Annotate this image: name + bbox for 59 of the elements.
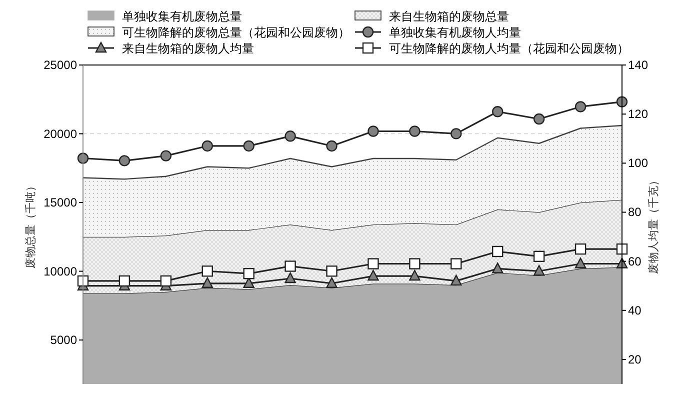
y-tick-label: 5000 xyxy=(50,333,78,347)
point xyxy=(533,265,545,276)
point xyxy=(243,140,254,152)
point xyxy=(409,258,420,270)
point xyxy=(450,128,462,140)
legend-item: 单独收集有机废物人均量 xyxy=(355,26,521,40)
point xyxy=(492,106,504,118)
y-tick-label: 15000 xyxy=(44,196,78,210)
point xyxy=(326,140,338,152)
legend-item: 可生物降解的废物总量（花园和公园废物） xyxy=(88,26,350,40)
point xyxy=(118,275,130,287)
y2-tick-label: 40 xyxy=(628,303,642,318)
point xyxy=(202,140,213,152)
y2-tick-label: 80 xyxy=(628,205,642,220)
y2-tick-label: 20 xyxy=(628,352,642,366)
y2-tick-label: 100 xyxy=(628,156,648,170)
point xyxy=(450,258,462,270)
point xyxy=(409,270,420,281)
point xyxy=(368,270,379,281)
y-tick-label: 20000 xyxy=(44,126,78,141)
legend-item: 来自生物箱的废物人均量 xyxy=(88,41,254,56)
y2-tick-label: 140 xyxy=(628,58,648,72)
point xyxy=(284,272,296,284)
point xyxy=(492,262,504,274)
y2-tick-label: 60 xyxy=(628,254,642,268)
legend-item: 单独收集有机废物总量 xyxy=(88,10,242,24)
point xyxy=(574,243,586,255)
legend-label: 来自生物箱的废物总量 xyxy=(389,10,509,24)
point xyxy=(533,113,545,125)
point xyxy=(533,250,545,262)
y-axis-title: 废物总量（千吨） xyxy=(24,180,37,268)
point xyxy=(326,277,338,288)
point xyxy=(368,258,379,270)
y2-axis-title: 废物人均量（千克） xyxy=(647,175,660,274)
legend-label: 单独收集有机废物人均量 xyxy=(389,26,521,40)
point xyxy=(160,150,172,162)
point xyxy=(616,258,628,268)
point xyxy=(202,277,213,288)
point xyxy=(574,101,586,112)
point xyxy=(160,275,172,287)
legend-label: 来自生物箱的废物人均量 xyxy=(122,42,254,56)
legend-item: 来自生物箱的废物总量 xyxy=(354,10,509,24)
point xyxy=(492,246,504,258)
point xyxy=(616,96,628,108)
legend-label: 单独收集有机废物总量 xyxy=(122,10,242,24)
point xyxy=(284,260,296,272)
point xyxy=(202,266,213,277)
legend-item: 可生物降解的废物人均量（花园和公园废物） xyxy=(355,42,629,56)
y2-tick-label: 120 xyxy=(628,107,648,122)
point xyxy=(326,266,338,277)
point xyxy=(118,155,130,166)
y-tick-label: 25000 xyxy=(44,58,78,72)
point xyxy=(450,274,462,286)
point xyxy=(284,130,296,142)
point xyxy=(243,268,254,280)
point xyxy=(409,126,420,137)
y-tick-label: 10000 xyxy=(44,264,78,278)
point xyxy=(574,258,586,268)
point xyxy=(368,126,379,137)
